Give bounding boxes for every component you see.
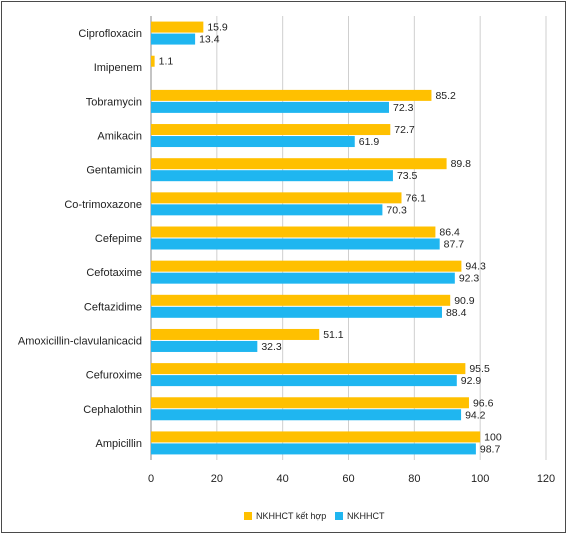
bar xyxy=(151,158,447,170)
bar xyxy=(151,238,440,250)
bar xyxy=(151,363,466,375)
value-label: 96.6 xyxy=(473,397,494,409)
bar xyxy=(151,375,457,387)
value-label: 85.2 xyxy=(435,90,456,102)
value-label: 92.9 xyxy=(461,375,482,387)
x-tick-label: 100 xyxy=(471,473,489,485)
value-label: 73.5 xyxy=(397,170,418,182)
category-label: Ampicillin xyxy=(96,438,142,450)
bar xyxy=(151,397,469,409)
bar xyxy=(151,124,391,136)
x-tick-label: 0 xyxy=(148,473,154,485)
category-label: Imipenem xyxy=(94,62,142,74)
legend-swatch-series2 xyxy=(335,512,343,520)
x-tick-label: 80 xyxy=(408,473,420,485)
bar xyxy=(151,294,451,306)
value-label: 94.3 xyxy=(465,261,486,273)
value-label: 89.8 xyxy=(451,158,472,170)
value-label: 72.7 xyxy=(394,124,415,136)
bar xyxy=(151,21,204,33)
value-label: 90.9 xyxy=(454,295,475,307)
value-label: 92.3 xyxy=(459,273,480,285)
bar xyxy=(151,136,355,148)
labels: 0 20 40 60 80 100 120 Ciprofloxacin 15.913.4 Imip… xyxy=(18,22,555,485)
value-label: 95.5 xyxy=(469,363,490,375)
bar xyxy=(151,170,393,182)
legend-swatch-series1 xyxy=(244,512,252,520)
category-label: Amikacin xyxy=(97,131,142,143)
value-label: 1.1 xyxy=(159,56,174,68)
bars xyxy=(151,21,481,455)
value-label: 15.9 xyxy=(207,22,228,34)
category-label: Cefepime xyxy=(95,233,142,245)
bar xyxy=(151,89,432,101)
category-label: Cephalothin xyxy=(83,404,142,416)
bar xyxy=(151,260,462,272)
grid-lines xyxy=(150,16,547,460)
category-label: Tobramycin xyxy=(86,96,142,108)
x-tick-label: 40 xyxy=(277,473,289,485)
x-tick-label: 20 xyxy=(211,473,223,485)
bar xyxy=(151,340,258,352)
bar xyxy=(151,55,155,67)
value-label: 88.4 xyxy=(446,307,467,319)
category-label: Gentamicin xyxy=(86,165,142,177)
value-label: 72.3 xyxy=(393,102,414,114)
category-label: Cefuroxime xyxy=(86,370,142,382)
category-label: Amoxicillin-clavulanicacid xyxy=(18,335,142,347)
value-label: 51.1 xyxy=(323,329,344,341)
bar xyxy=(151,33,196,45)
category-label: Cefotaxime xyxy=(86,267,142,279)
value-label: 13.4 xyxy=(199,34,220,46)
bar xyxy=(151,204,383,216)
bar xyxy=(151,306,442,318)
category-label: Co-trimoxazone xyxy=(64,199,142,211)
bar xyxy=(151,431,481,443)
value-label: 61.9 xyxy=(359,136,380,148)
legend-label-series2: NKHHCT xyxy=(347,511,385,521)
x-tick-label: 120 xyxy=(537,473,555,485)
bar xyxy=(151,226,436,238)
legend-label-series1: NKHHCT kết hợp xyxy=(256,511,326,521)
bar xyxy=(151,443,476,455)
bar xyxy=(151,192,402,204)
value-label: 94.2 xyxy=(465,409,486,421)
category-label: Ceftazidime xyxy=(84,301,142,313)
x-tick-label: 60 xyxy=(342,473,354,485)
value-label: 32.3 xyxy=(261,341,282,353)
bar xyxy=(151,272,455,284)
value-label: 86.4 xyxy=(439,227,460,239)
category-label: Ciprofloxacin xyxy=(78,28,142,40)
bar xyxy=(151,328,320,340)
bar xyxy=(151,101,389,113)
value-label: 70.3 xyxy=(386,204,407,216)
value-label: 87.7 xyxy=(444,239,465,251)
value-label: 76.1 xyxy=(405,192,426,204)
value-label: 100 xyxy=(484,431,502,443)
legend: NKHHCT kết hợp NKHHCT xyxy=(244,511,385,521)
bar xyxy=(151,409,462,421)
value-label: 98.7 xyxy=(480,443,501,455)
